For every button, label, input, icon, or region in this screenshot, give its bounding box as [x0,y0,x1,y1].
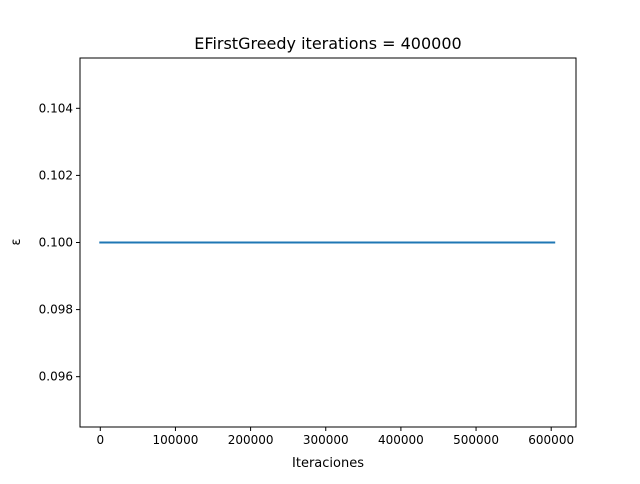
y-tick-label: 0.100 [39,236,73,250]
x-tick-label: 400000 [378,433,424,447]
x-tick-label: 100000 [153,433,199,447]
x-tick-label: 600000 [528,433,574,447]
x-tick-label: 300000 [303,433,349,447]
y-tick-label: 0.098 [39,303,73,317]
x-axis-ticks: 0 100000 200000 300000 400000 500000 600000 [96,427,574,447]
y-tick-label: 0.102 [39,168,73,182]
x-axis-label: Iteraciones [292,456,364,471]
x-tick-label: 500000 [453,433,499,447]
chart-title: EFirstGreedy iterations = 400000 [194,34,461,53]
x-tick-label: 200000 [228,433,274,447]
y-tick-label: 0.096 [39,370,73,384]
y-axis-label: ε [9,238,24,245]
y-axis-ticks: 0.096 0.098 0.100 0.102 0.104 [39,101,80,384]
y-tick-label: 0.104 [39,101,73,115]
x-tick-label: 0 [96,433,104,447]
